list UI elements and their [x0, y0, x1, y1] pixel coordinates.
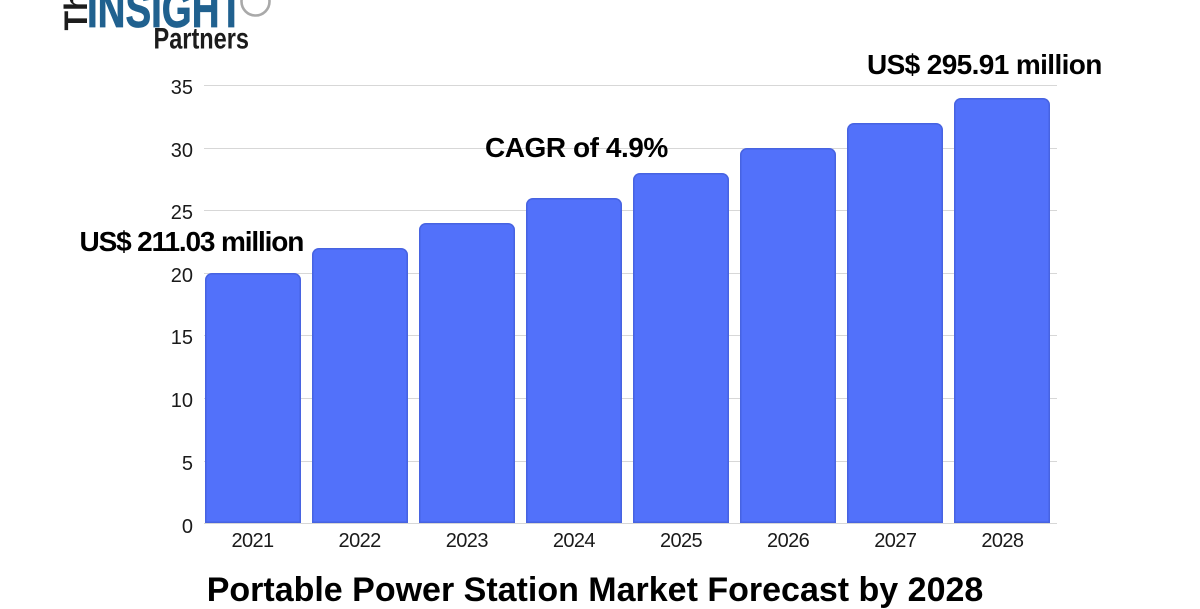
svg-text:The: The — [58, 0, 94, 31]
svg-text:Partners: Partners — [154, 23, 250, 56]
svg-text:INSIGHT: INSIGHT — [87, 0, 243, 39]
